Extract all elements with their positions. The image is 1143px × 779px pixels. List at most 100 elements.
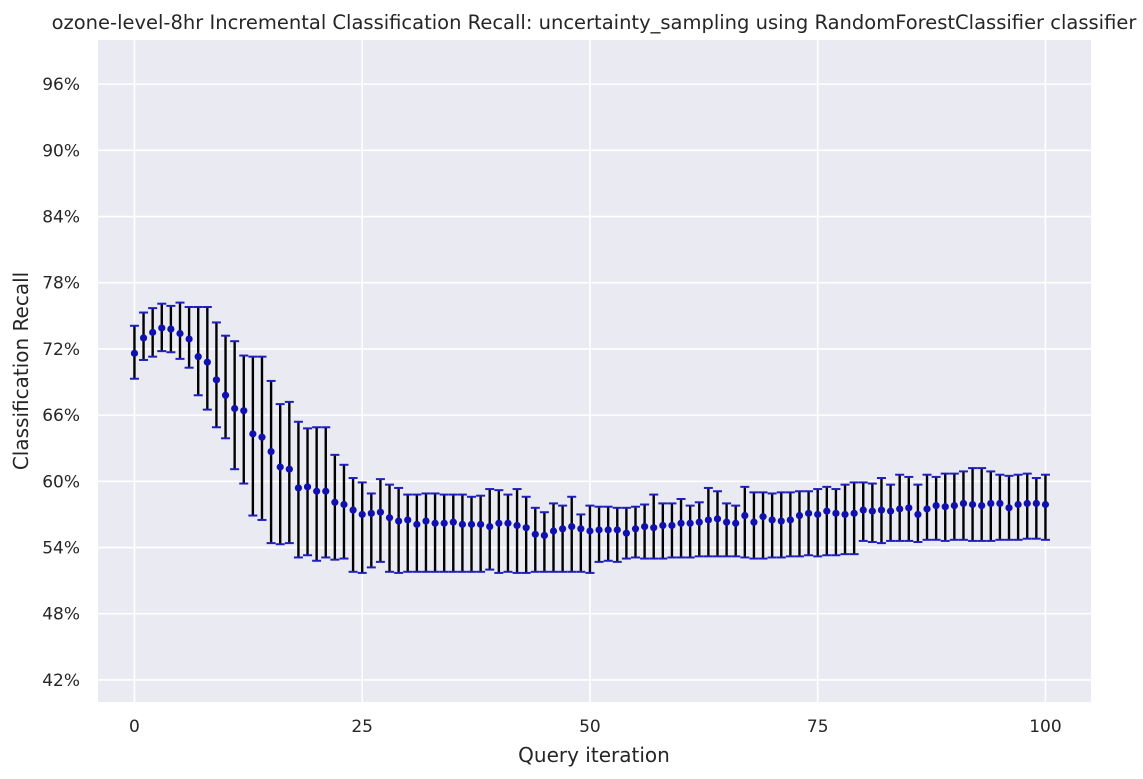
x-tick-label: 25 xyxy=(351,717,373,737)
data-point xyxy=(258,433,266,441)
data-point xyxy=(1041,500,1050,509)
data-point xyxy=(987,499,995,507)
data-point xyxy=(777,517,785,525)
data-point xyxy=(650,524,658,532)
chart-title: ozone-level-8hr Incremental Classificati… xyxy=(52,11,1138,34)
y-tick-label: 60% xyxy=(42,472,80,492)
data-point xyxy=(340,500,348,509)
data-point xyxy=(668,521,676,530)
data-point xyxy=(704,516,712,524)
data-point xyxy=(695,518,703,526)
data-point xyxy=(158,324,166,332)
data-point xyxy=(559,525,567,533)
data-point xyxy=(1032,499,1040,507)
data-point xyxy=(823,507,831,515)
data-point xyxy=(194,353,202,361)
data-point xyxy=(294,484,303,492)
data-point xyxy=(959,499,968,507)
data-point xyxy=(376,508,385,516)
y-tick-label: 48% xyxy=(42,605,80,625)
data-point xyxy=(130,349,139,357)
data-point xyxy=(395,517,403,525)
data-point xyxy=(385,514,394,522)
data-point xyxy=(285,465,293,473)
data-point xyxy=(249,430,257,438)
data-point xyxy=(832,509,840,517)
data-point xyxy=(859,506,867,514)
data-point xyxy=(978,502,986,510)
data-point xyxy=(713,515,722,523)
data-point xyxy=(786,516,794,524)
x-tick-label: 75 xyxy=(807,717,829,737)
data-point xyxy=(877,506,886,514)
y-tick-label: 66% xyxy=(42,406,80,426)
data-point xyxy=(331,498,339,506)
data-point xyxy=(795,511,804,520)
data-point xyxy=(686,519,694,527)
x-tick-label: 100 xyxy=(1029,717,1061,737)
data-point xyxy=(486,522,494,531)
data-point xyxy=(367,509,375,517)
data-point xyxy=(732,519,740,527)
data-point xyxy=(814,510,822,519)
data-point xyxy=(531,530,539,538)
data-point xyxy=(586,527,594,535)
data-point xyxy=(431,519,439,527)
data-point xyxy=(932,502,940,510)
x-axis-ticks: 0 25 50 75 100 xyxy=(129,717,1062,737)
data-point xyxy=(1014,500,1022,509)
data-point xyxy=(677,519,685,527)
data-point xyxy=(622,529,630,537)
data-point xyxy=(303,483,312,491)
data-point xyxy=(741,511,749,520)
data-point xyxy=(804,509,813,517)
y-tick-label: 78% xyxy=(42,274,80,294)
gridlines xyxy=(98,40,1091,702)
data-point xyxy=(212,376,221,384)
data-point xyxy=(750,518,758,526)
y-tick-label: 42% xyxy=(42,671,80,691)
data-point xyxy=(467,520,476,528)
data-point xyxy=(176,329,184,338)
data-point xyxy=(422,517,430,525)
data-points xyxy=(130,324,1050,539)
data-point xyxy=(458,520,467,528)
data-point xyxy=(504,519,512,527)
data-point xyxy=(276,463,284,471)
data-point xyxy=(1023,499,1031,507)
data-point xyxy=(404,516,412,524)
y-tick-label: 54% xyxy=(42,539,80,559)
data-point xyxy=(440,519,448,527)
data-point xyxy=(968,500,977,509)
data-point xyxy=(203,358,211,366)
data-point xyxy=(221,391,230,399)
data-point xyxy=(167,325,175,333)
data-point xyxy=(595,526,603,534)
data-point xyxy=(631,525,640,533)
data-point xyxy=(1005,504,1013,512)
y-tick-label: 90% xyxy=(42,141,80,161)
data-point xyxy=(149,328,157,336)
data-point xyxy=(549,527,558,535)
plot-area xyxy=(98,40,1091,702)
data-point xyxy=(139,334,148,342)
data-point xyxy=(313,487,321,495)
data-point xyxy=(659,521,667,530)
y-axis-label: Classification Recall xyxy=(9,272,33,470)
data-point xyxy=(185,335,193,343)
data-point xyxy=(768,516,776,524)
x-tick-label: 0 xyxy=(129,717,140,737)
data-point xyxy=(996,499,1004,507)
y-tick-label: 96% xyxy=(42,75,80,95)
data-point xyxy=(886,507,895,515)
y-tick-label: 84% xyxy=(42,208,80,228)
y-tick-label: 72% xyxy=(42,340,80,360)
data-point xyxy=(896,505,904,513)
x-tick-label: 50 xyxy=(579,717,601,737)
data-point xyxy=(613,526,621,534)
data-point xyxy=(905,504,913,512)
data-point xyxy=(522,524,530,532)
data-point xyxy=(240,407,248,415)
data-point xyxy=(413,520,421,528)
